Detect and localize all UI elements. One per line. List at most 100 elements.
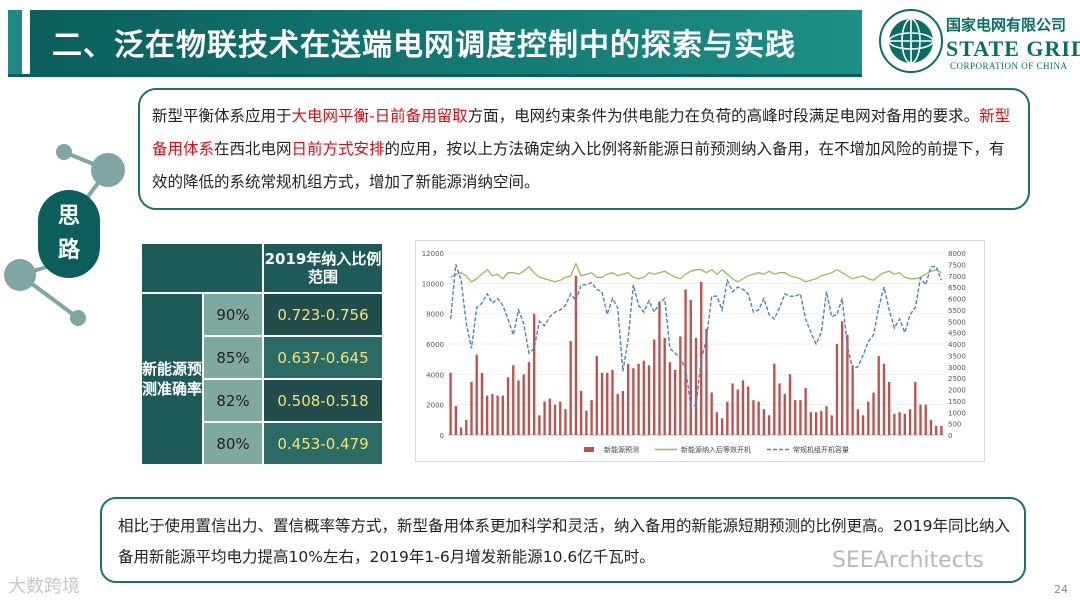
chart-bar xyxy=(475,354,478,435)
chart-bar xyxy=(689,300,692,435)
table-cell-pct: 90% xyxy=(202,292,264,337)
chart-bar xyxy=(867,401,870,435)
chart-bar xyxy=(908,409,912,435)
chart-bar xyxy=(647,365,651,435)
idea-segment: 在西北电网 xyxy=(214,140,292,158)
chart-bar xyxy=(559,401,562,435)
chart-bar xyxy=(809,412,813,435)
idea-highlight: 日前方式安排 xyxy=(291,140,385,158)
chart-bar xyxy=(710,392,713,435)
reserve-chart: 0 2000 4000 6000 8000 10000 12000 0 500 1000 1500 2… xyxy=(415,240,985,462)
approach-badge: 思 路 xyxy=(38,190,100,278)
chart-bar xyxy=(543,401,546,435)
idea-segment: 新型平衡体系应用于 xyxy=(152,107,292,125)
table-corner-cell xyxy=(140,242,264,294)
chart-bar xyxy=(804,387,807,435)
chart-bar xyxy=(637,363,640,435)
y2-tick-label: 7000 xyxy=(948,273,966,281)
chart-bar xyxy=(606,372,609,435)
chart-svg: 0 2000 4000 6000 8000 10000 12000 0 500 1000 1500 2… xyxy=(422,250,966,454)
chart-bar xyxy=(616,394,619,435)
chart-bar xyxy=(679,336,682,435)
chart-bar xyxy=(861,415,865,435)
y2-tick-label: 7500 xyxy=(948,261,966,269)
chart-series-line-dashed xyxy=(449,264,943,407)
chart-bar xyxy=(611,369,614,435)
chart-bar xyxy=(877,356,880,435)
chart-bar xyxy=(527,362,531,435)
chart-bar xyxy=(522,374,525,435)
table-row-label: 新能源预测准确率 xyxy=(140,292,204,466)
chart-bar xyxy=(454,406,458,435)
chart-series-line xyxy=(450,261,942,283)
chart-bar xyxy=(512,365,515,435)
chart-bar xyxy=(569,340,572,435)
chart-bar xyxy=(595,356,598,435)
chart-bar xyxy=(720,418,724,435)
y2-tick-label: 8000 xyxy=(948,250,966,258)
chart-bar xyxy=(778,383,781,435)
legend-swatch xyxy=(584,447,594,452)
chart-bar xyxy=(888,381,891,435)
conclusion-box: 相比于使用置信出力、置信概率等方式，新型备用体系更加科学和灵活，纳入备用的新能源… xyxy=(100,497,1026,583)
table-row: 82% 0.508-0.518 xyxy=(141,378,384,423)
chart-bar xyxy=(820,410,823,435)
chart-bar xyxy=(799,400,802,435)
chart-bar xyxy=(553,404,557,435)
chart-bar xyxy=(856,409,860,435)
table-row: 85% 0.637-0.645 xyxy=(141,335,384,380)
chart-bar xyxy=(726,401,729,435)
y2-tick-label: 0 xyxy=(948,432,952,440)
chart-bar xyxy=(642,360,645,435)
page-title: 二、泛在物联技术在送端电网调度控制中的探索与实践 xyxy=(52,28,796,63)
y2-tick-label: 3000 xyxy=(948,364,966,372)
chart-bar xyxy=(830,415,833,435)
chart-bar xyxy=(506,377,510,435)
ratio-table: 2019年纳入比例范围 新能源预测准确率 90% 0.723-0.756 85%… xyxy=(140,242,384,466)
y2-tick-label: 6500 xyxy=(948,284,966,292)
chart-bar xyxy=(705,328,708,435)
chart-bar xyxy=(903,413,907,435)
molecule-decoration xyxy=(4,144,125,326)
chart-bar xyxy=(668,362,672,435)
idea-highlight: 大电网平衡-日前备用留取 xyxy=(291,107,468,125)
y-tick-label: 8000 xyxy=(426,311,444,319)
chart-bar xyxy=(940,425,943,435)
chart-bar xyxy=(752,400,755,435)
legend-label: 新能源预测 xyxy=(604,445,639,454)
chart-bar xyxy=(621,391,625,435)
chart-bar xyxy=(517,380,520,435)
chart-bar xyxy=(480,372,484,435)
chart-bar xyxy=(825,406,828,435)
chart-bar xyxy=(694,337,698,435)
y2-tick-label: 2000 xyxy=(948,387,966,395)
idea-segment: 的应用，按以上方法确定纳入比例将新能源日前预测纳入备用，在不增加风险的前提下，有… xyxy=(152,140,1005,191)
chart-bar xyxy=(673,369,677,435)
legend-label: 常规机组开机容量 xyxy=(793,445,849,454)
table-cell-pct: 80% xyxy=(202,421,264,466)
state-grid-logo: 国家电网有限公司 STATE GRID CORPORATION OF CHINA xyxy=(878,8,1080,74)
chart-bar xyxy=(501,395,504,435)
chart-bar xyxy=(924,404,927,435)
table-cell-range: 0.637-0.645 xyxy=(262,335,384,380)
chart-bar xyxy=(574,275,578,435)
watermark-right: SEEArchitects xyxy=(832,548,984,573)
y2-tick-label: 5500 xyxy=(948,307,966,315)
chart-bar xyxy=(590,400,593,435)
logo-en-sub: CORPORATION OF CHINA xyxy=(950,61,1068,71)
chart-bar xyxy=(663,337,666,435)
chart-bar xyxy=(470,381,473,435)
y2-tick-label: 6000 xyxy=(948,296,966,304)
chart-bar xyxy=(585,410,588,435)
table-cell-range: 0.508-0.518 xyxy=(262,378,384,423)
chart-bar xyxy=(485,395,489,435)
chart-bar xyxy=(872,392,875,435)
state-grid-globe-icon xyxy=(879,9,943,73)
chart-bar xyxy=(898,412,901,435)
table-header-row: 2019年纳入比例范围 xyxy=(140,242,384,294)
idea-box: 新型平衡体系应用于大电网平衡-日前备用留取方面，电网约束条件为供电能力在负荷的高… xyxy=(138,88,1030,210)
chart-bar xyxy=(841,321,844,435)
table-header-range: 2019年纳入比例范围 xyxy=(262,242,384,294)
chart-bar xyxy=(747,386,750,435)
chart-bar xyxy=(658,301,661,435)
